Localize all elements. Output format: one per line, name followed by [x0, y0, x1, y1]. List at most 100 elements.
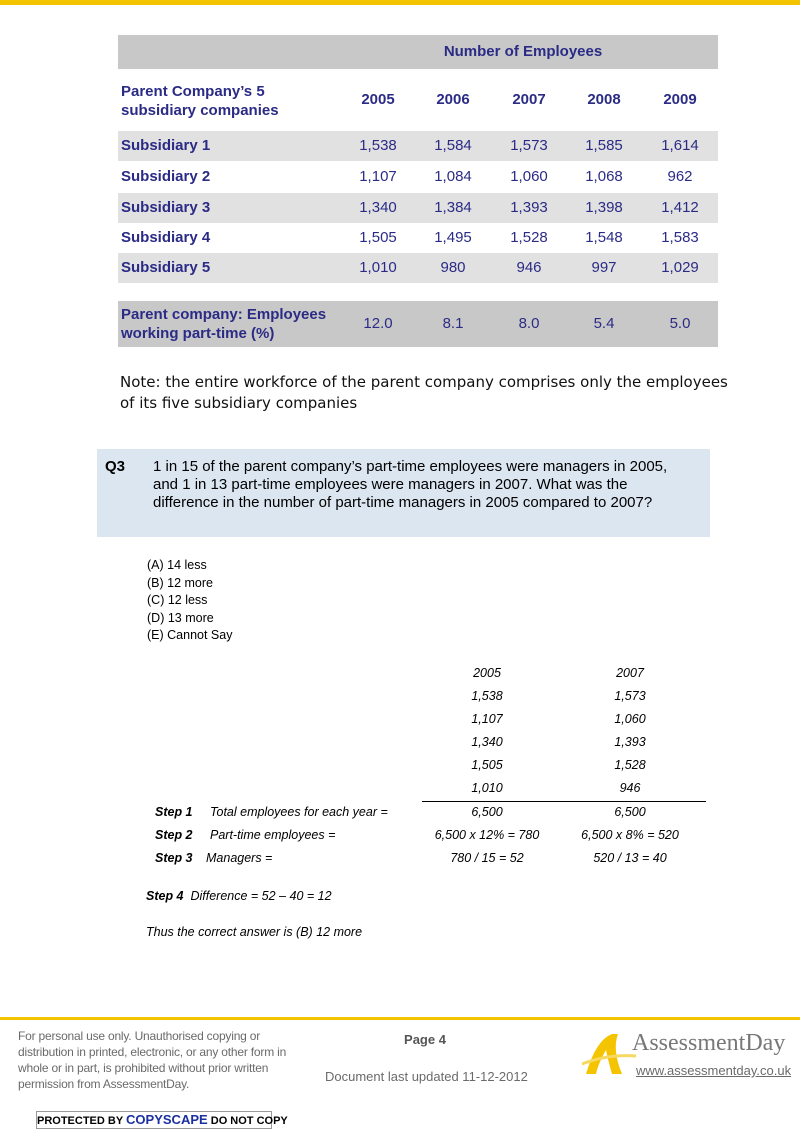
working-value: 1,573	[614, 689, 646, 703]
top-accent-bar	[0, 0, 800, 5]
table-cell: 1,573	[510, 137, 548, 154]
step-value-2007: 6,500 x 8% = 520	[581, 828, 679, 842]
table-cell: 1,583	[661, 229, 699, 246]
answer-option[interactable]: (B) 12 more	[147, 575, 213, 590]
step-label: Step 3	[155, 851, 193, 865]
table-cell: 1,107	[359, 168, 397, 185]
table-cell: 1,528	[510, 229, 548, 246]
table-cell: 1,398	[585, 199, 623, 216]
table-cell: 980	[440, 259, 466, 276]
parttime-label: Parent company: Employees working part-t…	[121, 306, 327, 342]
parttime-cell: 8.1	[442, 315, 464, 332]
parttime-cell: 8.0	[518, 315, 540, 332]
table-row: Subsidiary 5 1,010 980 946 997 1,029	[118, 253, 718, 283]
question-text: 1 in 15 of the parent company’s part-tim…	[153, 458, 668, 511]
answer-option[interactable]: (A) 14 less	[147, 558, 207, 572]
answer-options: (A) 14 less (B) 12 more (C) 12 less (D) 13 …	[147, 557, 232, 645]
page-number: Page 4	[404, 1032, 446, 1047]
table-cell: 1,029	[661, 259, 699, 276]
last-updated: Document last updated 11-12-2012	[325, 1069, 528, 1084]
table-cell: 1,010	[359, 259, 397, 276]
table-group-header: Number of Employees	[118, 35, 718, 69]
table-cell: 962	[667, 168, 693, 185]
row-header-label: Parent Company’s 5 subsidiary companies	[121, 83, 279, 119]
answer-option[interactable]: (D) 13 more	[147, 610, 214, 625]
year-header: 2009	[663, 91, 697, 108]
step4-text: Difference = 52 – 40 = 12	[190, 889, 332, 903]
table-row: Subsidiary 4 1,505 1,495 1,528 1,548 1,583	[118, 223, 718, 253]
working-value: 1,505	[471, 758, 503, 772]
table-row: Subsidiary 2 1,107 1,084 1,060 1,068 962	[118, 162, 718, 192]
working-value: 1,010	[471, 781, 503, 795]
table-cell: 1,084	[434, 168, 472, 185]
row-label: Subsidiary 1	[121, 137, 211, 154]
year-header: 2006	[436, 91, 470, 108]
row-label: Subsidiary 3	[121, 199, 211, 216]
table-cell: 1,412	[661, 199, 699, 216]
conclusion: Thus the correct answer is (B) 12 more	[146, 925, 363, 939]
row-label: Subsidiary 4	[121, 229, 211, 246]
answer-option[interactable]: (E) Cannot Say	[147, 628, 233, 643]
step4-label: Step 4	[146, 889, 184, 903]
parttime-row: Parent company: Employees working part-t…	[118, 301, 718, 347]
year-header: 2008	[587, 91, 621, 108]
table-cell: 1,548	[585, 229, 623, 246]
table-row: Subsidiary 3 1,340 1,384 1,393 1,398 1,412	[118, 193, 718, 223]
copyscape-text-2: DO NOT COPY	[210, 1115, 288, 1127]
step-description: Managers =	[206, 851, 273, 865]
working-value: 1,538	[471, 689, 503, 703]
table-cell: 1,585	[585, 137, 623, 154]
copyscape-brand: COPYSCAPE	[126, 1112, 208, 1127]
group-header-label: Number of Employees	[443, 43, 603, 60]
year-header: 2005	[361, 91, 395, 108]
step-label: Step 2	[155, 828, 193, 842]
working-value: 1,107	[471, 712, 503, 726]
row-label: Subsidiary 5	[121, 259, 211, 276]
table-header-row: Parent Company’s 5 subsidiary companies …	[118, 70, 718, 130]
table-cell: 1,060	[510, 168, 548, 185]
table-cell: 946	[516, 259, 542, 276]
footer-accent-bar	[0, 1017, 800, 1020]
working-value: 1,528	[614, 758, 646, 772]
parttime-cell: 5.0	[669, 315, 691, 332]
table-cell: 1,495	[434, 229, 472, 246]
sum-divider	[422, 801, 706, 802]
table-cell: 997	[591, 259, 617, 276]
working-value: 946	[619, 781, 641, 795]
step-value-2007: 6,500	[614, 805, 646, 819]
table-row: Subsidiary 1 1,538 1,584 1,573 1,585 1,614	[118, 131, 718, 161]
footer-disclaimer: For personal use only. Unauthorised copy…	[18, 1029, 287, 1091]
parttime-cell: 5.4	[593, 315, 615, 332]
table-note: Note: the entire workforce of the parent…	[120, 373, 728, 412]
step-description: Part-time employees =	[210, 828, 336, 842]
step-value-2007: 520 / 13 = 40	[593, 851, 667, 865]
table-cell: 1,538	[359, 137, 397, 154]
copyscape-text: PROTECTED BY	[37, 1115, 123, 1127]
table-cell: 1,068	[585, 168, 623, 185]
table-cell: 1,384	[434, 199, 472, 216]
working-value: 1,393	[614, 735, 646, 749]
copyscape-badge[interactable]: PROTECTED BY COPYSCAPE DO NOT COPY	[36, 1111, 288, 1129]
step-description: Total employees for each year =	[210, 805, 388, 819]
step-label: Step 1	[155, 805, 193, 819]
answer-option[interactable]: (C) 12 less	[147, 593, 208, 608]
question-number: Q3	[105, 458, 126, 475]
question-box: Q3 1 in 15 of the parent company’s part-…	[97, 449, 710, 537]
step-value-2005: 6,500 x 12% = 780	[434, 828, 540, 842]
table-cell: 1,614	[661, 137, 699, 154]
assessmentday-logo-icon	[581, 1034, 637, 1074]
table-cell: 1,505	[359, 229, 397, 246]
year-header: 2007	[512, 91, 546, 108]
table-cell: 1,340	[359, 199, 397, 216]
parttime-cell: 12.0	[363, 315, 393, 332]
working-value: 1,060	[614, 712, 646, 726]
working-header-2005: 2005	[473, 666, 501, 680]
website-link[interactable]: www.assessmentday.co.uk	[636, 1063, 792, 1078]
working-header-2007: 2007	[616, 666, 644, 680]
step-value-2005: 780 / 15 = 52	[450, 851, 524, 865]
table-cell: 1,584	[434, 137, 472, 154]
brand-name: AssessmentDay	[632, 1030, 786, 1056]
table-cell: 1,393	[510, 199, 548, 216]
row-label: Subsidiary 2	[121, 168, 211, 185]
step-value-2005: 6,500	[471, 805, 503, 819]
